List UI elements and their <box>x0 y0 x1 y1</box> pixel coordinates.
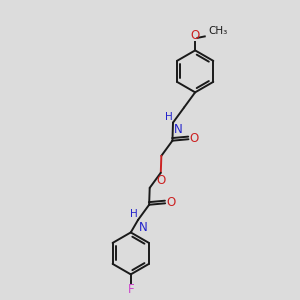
Text: O: O <box>190 132 199 145</box>
Text: F: F <box>128 283 134 296</box>
Text: O: O <box>156 174 165 187</box>
Text: CH₃: CH₃ <box>209 26 228 35</box>
Text: N: N <box>139 221 148 234</box>
Text: O: O <box>166 196 176 209</box>
Text: N: N <box>174 124 183 136</box>
Text: H: H <box>130 209 137 219</box>
Text: O: O <box>190 29 200 42</box>
Text: H: H <box>165 112 172 122</box>
